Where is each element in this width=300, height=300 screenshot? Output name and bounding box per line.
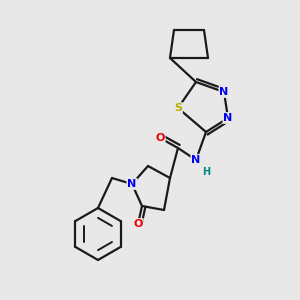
- Text: N: N: [224, 113, 232, 123]
- Text: S: S: [174, 103, 182, 113]
- Text: N: N: [191, 155, 201, 165]
- Text: N: N: [219, 87, 229, 97]
- Text: O: O: [155, 133, 165, 143]
- Text: H: H: [202, 167, 210, 177]
- Text: O: O: [133, 219, 143, 229]
- Text: N: N: [128, 179, 136, 189]
